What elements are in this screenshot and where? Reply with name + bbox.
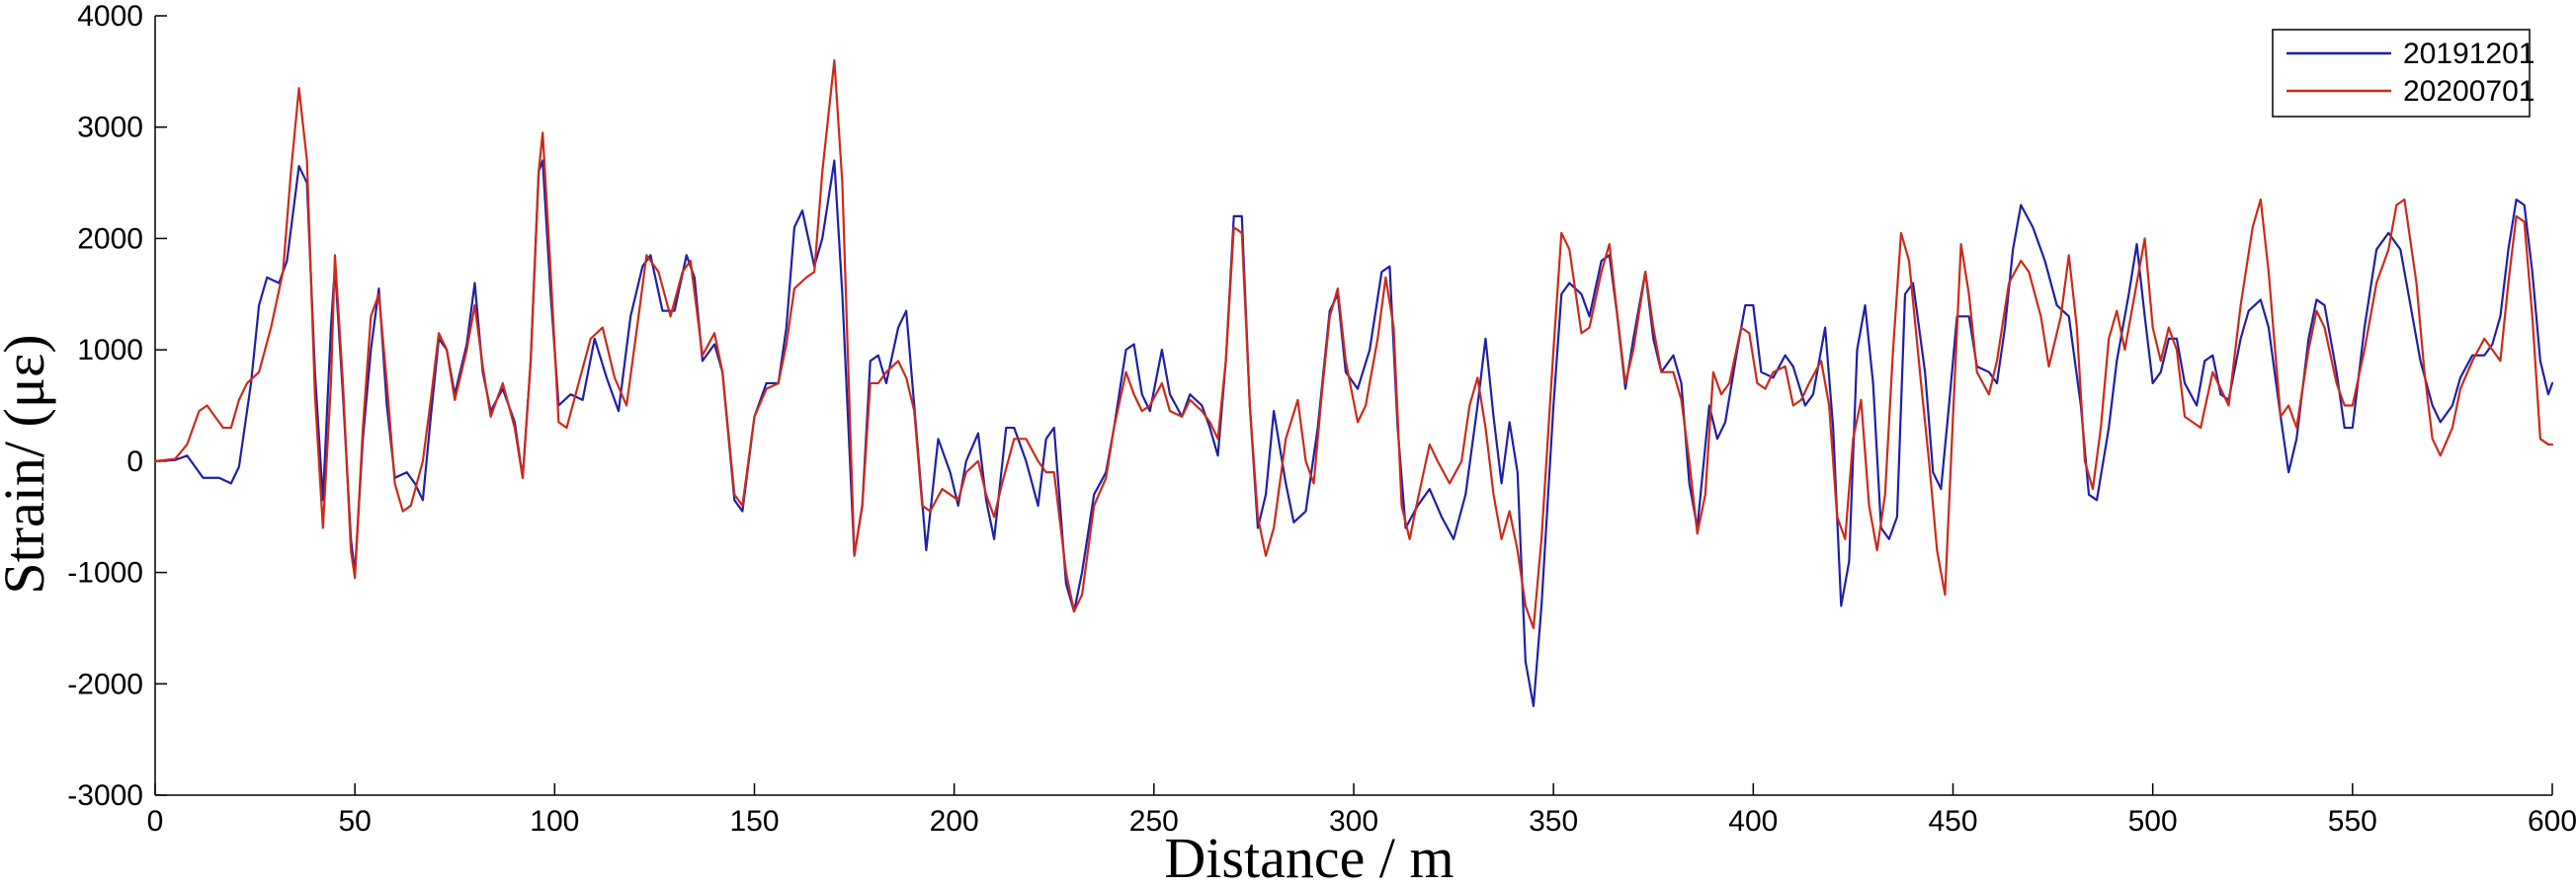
x-tick-label: 150 bbox=[729, 805, 779, 838]
legend-label-20191201: 20191201 bbox=[2403, 38, 2534, 70]
y-tick-label: -1000 bbox=[67, 557, 143, 590]
y-tick-label: 1000 bbox=[77, 334, 143, 366]
x-tick-label: 200 bbox=[930, 805, 979, 838]
y-tick-label: 0 bbox=[126, 445, 143, 478]
y-axis-title: Strain/ (με) bbox=[0, 334, 56, 594]
x-tick-label: 550 bbox=[2328, 805, 2377, 838]
x-tick-label: 600 bbox=[2528, 805, 2576, 838]
y-tick-label: -2000 bbox=[67, 668, 143, 700]
y-tick-label: 4000 bbox=[77, 0, 143, 33]
series-line-20200701 bbox=[153, 58, 2554, 630]
series-line-20191201 bbox=[153, 159, 2554, 707]
x-axis-ticks: 0 50 100 150 200 250 300 350 400 450 500 550 600 bbox=[147, 783, 2576, 838]
legend: 20191201 20200701 bbox=[2272, 29, 2534, 118]
series-layer bbox=[153, 58, 2554, 707]
x-tick-label: 50 bbox=[338, 805, 371, 838]
y-tick-label: 2000 bbox=[77, 222, 143, 255]
y-tick-label: -3000 bbox=[67, 779, 143, 812]
legend-box bbox=[2272, 29, 2531, 118]
y-axis-ticks: -3000 -2000 -1000 0 1000 2000 3000 4000 bbox=[67, 0, 167, 812]
x-tick-label: 350 bbox=[1529, 805, 1578, 838]
x-tick-label: 450 bbox=[1928, 805, 1977, 838]
x-tick-label: 500 bbox=[2128, 805, 2178, 838]
y-tick-label: 3000 bbox=[77, 112, 143, 144]
x-tick-label: 100 bbox=[530, 805, 579, 838]
x-tick-label: 0 bbox=[147, 805, 164, 838]
x-tick-label: 250 bbox=[1129, 805, 1179, 838]
x-tick-label: 400 bbox=[1728, 805, 1778, 838]
legend-label-20200701: 20200701 bbox=[2403, 75, 2534, 108]
x-tick-label: 300 bbox=[1329, 805, 1378, 838]
x-axis-title: Distance / m bbox=[1164, 826, 1454, 889]
